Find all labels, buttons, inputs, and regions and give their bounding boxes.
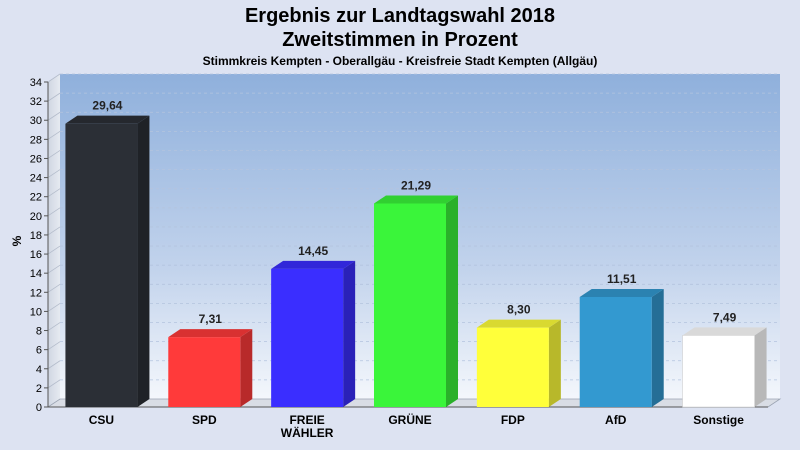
bar-top — [271, 260, 356, 269]
gridline-wall — [47, 264, 61, 274]
gridline-wall — [47, 245, 61, 255]
category-label: CSU — [89, 413, 114, 427]
bar-grüne — [374, 195, 458, 407]
y-tick-label: 6 — [36, 345, 42, 357]
bar-front — [374, 203, 446, 407]
bar-top — [476, 319, 561, 328]
gridline-wall — [47, 188, 61, 198]
plot-left-wall — [48, 74, 60, 407]
bar-sonstige — [682, 327, 767, 408]
bar-top — [579, 288, 664, 297]
y-tick-label: 16 — [30, 249, 42, 261]
bar-front — [682, 335, 755, 408]
bar-front — [168, 337, 241, 407]
value-label: 11,51 — [607, 272, 637, 286]
bar-side — [137, 115, 150, 408]
y-tick-label: 2 — [36, 383, 42, 395]
bar-spd — [168, 329, 253, 407]
y-tick-label: 10 — [30, 306, 42, 318]
bar-top — [682, 327, 767, 336]
y-tick-label: 32 — [30, 96, 42, 108]
bar-side — [446, 195, 458, 407]
y-tick-label: 20 — [30, 211, 42, 223]
y-tick-label: 24 — [30, 173, 42, 185]
y-tick-label: 26 — [30, 153, 42, 165]
y-tick-label: 4 — [36, 364, 42, 376]
chart-title: Ergebnis zur Landtagswahl 2018 — [244, 5, 556, 27]
category-label: FREIE — [289, 413, 324, 427]
gridline-wall — [47, 341, 61, 350]
gridline-wall — [47, 303, 61, 312]
value-label: 29,64 — [92, 99, 122, 113]
gridline-wall — [47, 379, 61, 389]
y-tick-label: 14 — [30, 268, 42, 280]
category-label: SPD — [192, 413, 217, 427]
gridline-wall — [47, 169, 61, 178]
bar-side — [343, 260, 356, 407]
value-label: 8,30 — [507, 303, 531, 317]
bar-fdp — [476, 319, 561, 407]
category-label: AfD — [605, 413, 627, 427]
category-label: Sonstige — [693, 413, 744, 427]
category-label: WÄHLER — [281, 425, 334, 440]
bar-afd — [579, 288, 664, 407]
y-tick-label: 12 — [30, 287, 42, 299]
y-tick-label: 22 — [30, 192, 42, 204]
y-tick-label: 18 — [30, 230, 42, 242]
y-tick-label: 8 — [36, 326, 42, 338]
bar-front — [65, 123, 138, 408]
bars — [65, 115, 767, 408]
y-tick-label: 0 — [36, 402, 42, 414]
gridline-wall — [47, 131, 61, 140]
gridline-wall — [47, 150, 61, 159]
category-label: FDP — [501, 413, 525, 427]
gridline-wall — [47, 283, 61, 293]
gridline-wall — [47, 226, 61, 236]
bar-side — [548, 319, 561, 407]
chart-subtitle-main: Zweitstimmen in Prozent — [282, 29, 518, 51]
value-label: 7,31 — [199, 312, 223, 326]
y-tick-label: 34 — [30, 77, 42, 89]
y-tick-label: 30 — [30, 115, 42, 127]
bar-freie-wähler — [271, 260, 356, 407]
bar-top — [65, 115, 150, 124]
value-label: 21,29 — [401, 178, 431, 192]
chart-subtitle-constituency: Stimmkreis Kempten - Oberallgäu - Kreisf… — [202, 54, 598, 68]
bar-top — [168, 329, 253, 338]
bar-top — [374, 195, 458, 204]
category-label: GRÜNE — [388, 412, 431, 427]
value-label: 7,49 — [713, 310, 737, 324]
gridline-wall — [47, 360, 61, 370]
bar-front — [271, 268, 344, 407]
gridline-wall — [47, 322, 61, 331]
gridline-wall — [47, 207, 61, 217]
bar-side — [754, 327, 767, 407]
bar-csu — [65, 115, 150, 408]
bar-side — [240, 329, 253, 407]
bar-front — [579, 296, 652, 407]
gridline-wall — [47, 73, 61, 83]
bar-front — [476, 327, 549, 407]
gridline-wall — [47, 92, 61, 102]
y-axis-title: % — [10, 235, 24, 246]
bar-side — [651, 288, 664, 407]
y-tick-label: 28 — [30, 134, 42, 146]
gridline-wall — [47, 111, 61, 121]
value-label: 14,45 — [298, 244, 328, 258]
